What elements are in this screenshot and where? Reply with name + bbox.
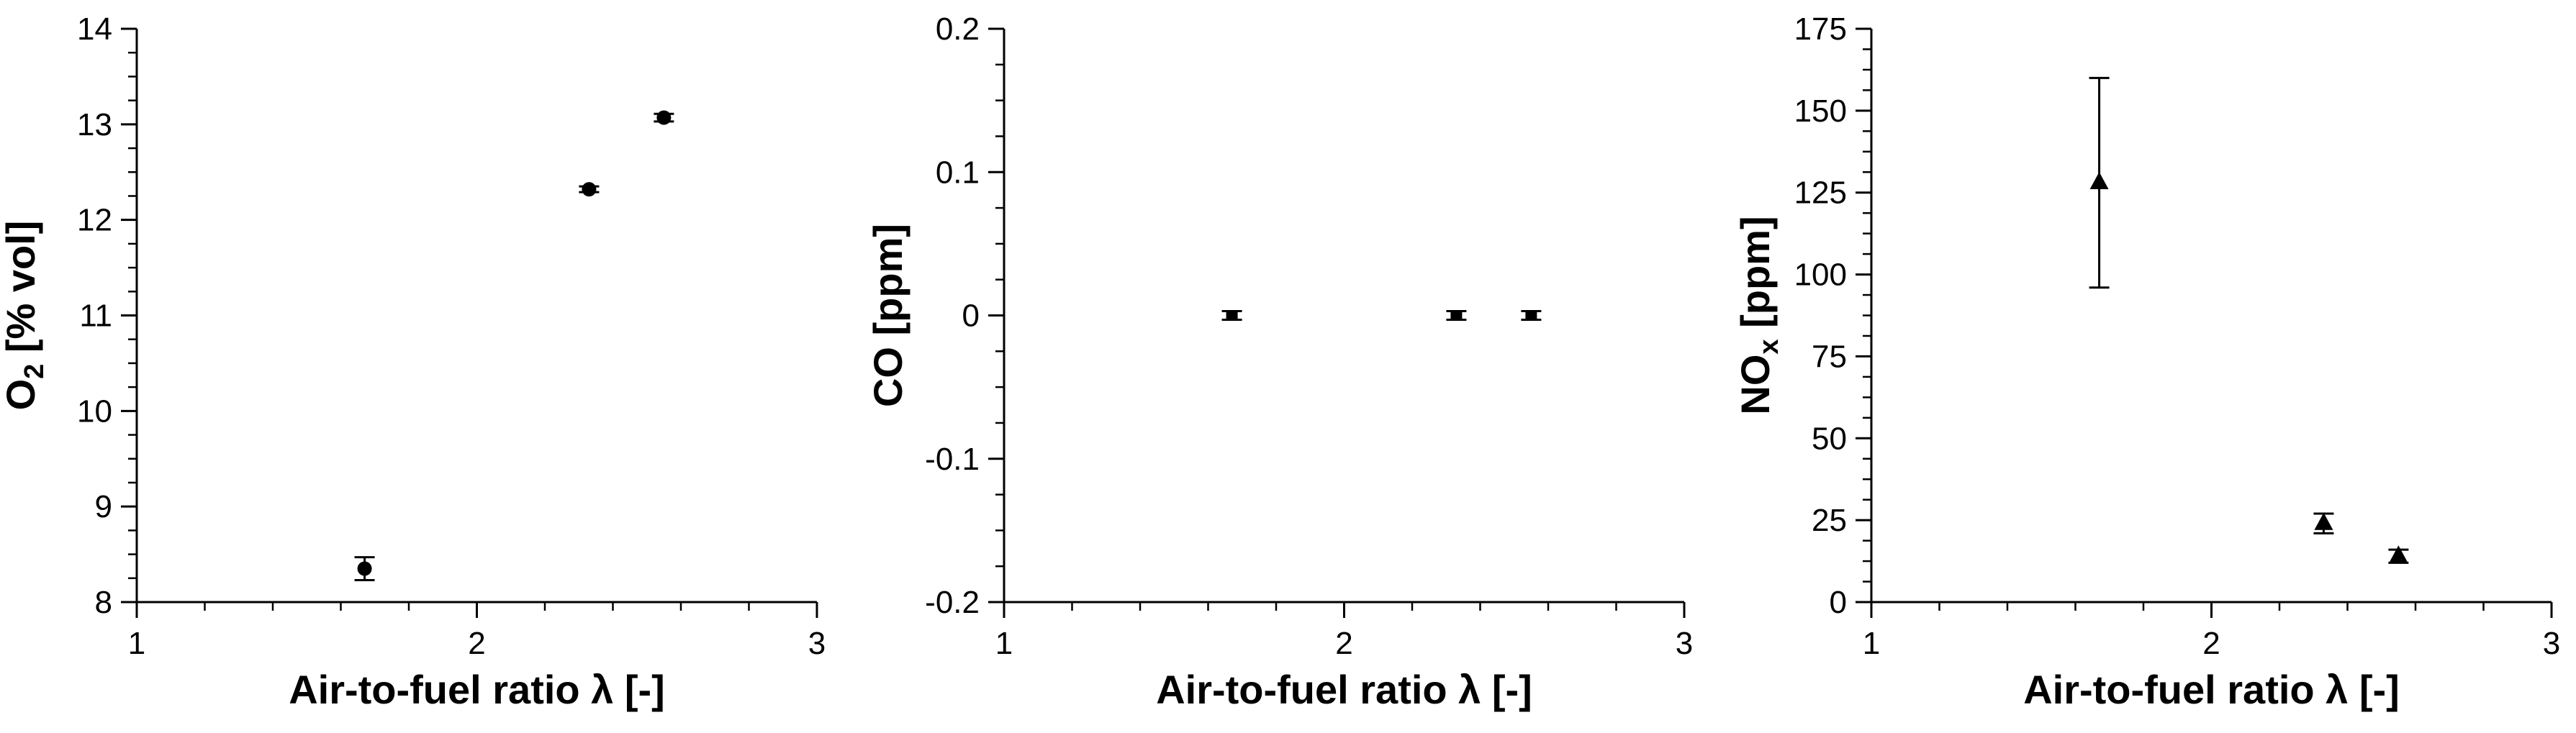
y-axis-label-unit: [ppm] xyxy=(865,224,910,347)
y-tick-label: 125 xyxy=(1794,176,1847,211)
data-point xyxy=(582,182,597,197)
y-tick-label: 8 xyxy=(95,585,112,620)
y-tick-label: 10 xyxy=(77,393,112,429)
y-tick-label: 0.2 xyxy=(936,12,980,47)
y-tick-label: 0.1 xyxy=(936,155,980,190)
chart-co: -0.2 -0.1 0 0.1 0.2 1 2 3 Air-to-fuel ratio λ [-… xyxy=(865,12,1693,712)
y-tick-label: 175 xyxy=(1794,12,1847,47)
y-tick-label: 50 xyxy=(1812,421,1847,456)
y-tick-label: -0.1 xyxy=(925,442,980,477)
y-tick-label: 14 xyxy=(77,12,112,47)
data-point xyxy=(1226,310,1238,321)
x-tick-label: 1 xyxy=(995,626,1013,661)
x-tick-label: 1 xyxy=(1863,626,1880,661)
y-tick-label: 12 xyxy=(77,203,112,238)
x-axis-label: Air-to-fuel ratio λ [-] xyxy=(2023,667,2400,712)
y-tick-label: 9 xyxy=(95,489,112,524)
data-point xyxy=(1525,310,1537,321)
y-tick-label: 75 xyxy=(1812,339,1847,374)
y-axis-label: NOx [ppm] xyxy=(1732,216,1784,414)
y-axis-label: O2 [% vol] xyxy=(0,221,50,411)
data-point xyxy=(1450,310,1463,321)
y-tick-label: 0 xyxy=(1830,585,1847,620)
y-axis-label-subscript: x xyxy=(1754,339,1784,354)
y-tick-label: 0 xyxy=(962,299,980,334)
y-tick-label: 100 xyxy=(1794,258,1847,293)
data-point xyxy=(357,561,372,576)
y-tick-label: -0.2 xyxy=(925,585,980,620)
x-tick-label: 3 xyxy=(808,626,826,661)
data-point xyxy=(2314,512,2333,530)
x-axis-label: Air-to-fuel ratio λ [-] xyxy=(1156,667,1532,712)
y-axis-label: CO [ppm] xyxy=(865,224,910,407)
y-tick-label: 150 xyxy=(1794,94,1847,129)
y-axis-label-main: NO xyxy=(1732,355,1778,415)
x-tick-label: 2 xyxy=(1335,626,1352,661)
x-tick-label: 2 xyxy=(468,626,485,661)
y-axis-label-main: CO xyxy=(865,347,910,407)
y-axis-label-main: O xyxy=(0,379,43,411)
x-tick-label: 1 xyxy=(128,626,145,661)
data-point xyxy=(2389,545,2408,563)
x-tick-label: 2 xyxy=(2202,626,2220,661)
y-axis-label-unit: [% vol] xyxy=(0,221,43,364)
x-tick-label: 3 xyxy=(1676,626,1693,661)
y-axis-label-subscript: 2 xyxy=(19,364,50,379)
y-tick-label: 11 xyxy=(79,299,112,334)
x-tick-label: 3 xyxy=(2543,626,2560,661)
data-point xyxy=(656,110,672,125)
x-axis-label: Air-to-fuel ratio λ [-] xyxy=(289,667,665,712)
chart-nox: 0 25 50 75 100 125 150 175 1 2 3 Air-to-fuel ratio … xyxy=(1732,12,2560,712)
y-tick-label: 13 xyxy=(77,107,112,142)
y-tick-label: 25 xyxy=(1812,503,1847,538)
y-axis-label-unit: [ppm] xyxy=(1732,216,1778,339)
data-point xyxy=(2089,172,2109,190)
